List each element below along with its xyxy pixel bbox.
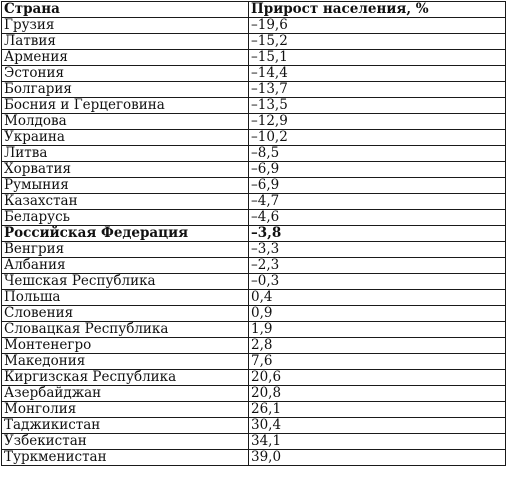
- growth-cell: –4,7: [248, 193, 506, 210]
- country-cell: Болгария: [1, 81, 249, 98]
- country-cell: Латвия: [1, 33, 249, 50]
- country-cell: Киргизская Республика: [1, 369, 249, 386]
- table-row: Венгрия –3,3: [1, 241, 506, 258]
- country-cell: Таджикистан: [1, 417, 249, 434]
- table-row: Болгария –13,7: [1, 81, 506, 98]
- table-row: Словения 0,9: [1, 305, 506, 322]
- country-cell: Хорватия: [1, 161, 249, 178]
- growth-cell: 1,9: [248, 321, 506, 338]
- country-cell: Казахстан: [1, 193, 249, 210]
- table-row: Хорватия –6,9: [1, 161, 506, 178]
- country-cell: Босния и Герцеговина: [1, 97, 249, 114]
- table-row: Эстония –14,4: [1, 65, 506, 82]
- table-row: Польша 0,4: [1, 289, 506, 306]
- table-row: Грузия –19,6: [1, 17, 506, 34]
- growth-cell: –4,6: [248, 209, 506, 226]
- table-row: Таджикистан 30,4: [1, 417, 506, 434]
- table-row: Босния и Герцеговина –13,5: [1, 97, 506, 114]
- table-row: Туркменистан 39,0: [1, 449, 506, 466]
- country-cell: Монголия: [1, 401, 249, 418]
- table-row: Киргизская Республика 20,6: [1, 369, 506, 386]
- table-row: Албания –2,3: [1, 257, 506, 274]
- country-cell: Армения: [1, 49, 249, 66]
- country-cell: Литва: [1, 145, 249, 162]
- growth-cell: 20,8: [248, 385, 506, 402]
- growth-cell: –3,8: [248, 225, 506, 242]
- growth-cell: –3,3: [248, 241, 506, 258]
- country-cell: Туркменистан: [1, 449, 249, 466]
- growth-cell: –13,5: [248, 97, 506, 114]
- growth-cell: 0,4: [248, 289, 506, 306]
- table-row: Молдова –12,9: [1, 113, 506, 130]
- growth-cell: –0,3: [248, 273, 506, 290]
- country-cell: Словения: [1, 305, 249, 322]
- country-cell: Российская Федерация: [1, 225, 249, 242]
- table-row: Российская Федерация –3,8: [1, 225, 506, 242]
- growth-cell: 30,4: [248, 417, 506, 434]
- table-body: Грузия –19,6 Латвия –15,2 Армения –15,1 Эстони…: [1, 17, 506, 466]
- country-cell: Грузия: [1, 17, 249, 34]
- growth-cell: –15,2: [248, 33, 506, 50]
- growth-cell: –8,5: [248, 145, 506, 162]
- table-row: Литва –8,5: [1, 145, 506, 162]
- country-cell: Македония: [1, 353, 249, 370]
- table-row: Украина –10,2: [1, 129, 506, 146]
- growth-cell: –6,9: [248, 161, 506, 178]
- growth-cell: –12,9: [248, 113, 506, 130]
- country-cell: Чешская Республика: [1, 273, 249, 290]
- growth-cell: –15,1: [248, 49, 506, 66]
- country-cell: Украина: [1, 129, 249, 146]
- growth-cell: –10,2: [248, 129, 506, 146]
- country-cell: Монтенегро: [1, 337, 249, 354]
- table-row: Словацкая Республика 1,9: [1, 321, 506, 338]
- table-row: Чешская Республика –0,3: [1, 273, 506, 290]
- country-cell: Молдова: [1, 113, 249, 130]
- header-country: Страна: [1, 1, 249, 18]
- table-row: Узбекистан 34,1: [1, 433, 506, 450]
- growth-cell: 39,0: [248, 449, 506, 466]
- table-row: Монтенегро 2,8: [1, 337, 506, 354]
- growth-cell: 0,9: [248, 305, 506, 322]
- table-row: Беларусь –4,6: [1, 209, 506, 226]
- growth-cell: –13,7: [248, 81, 506, 98]
- growth-cell: –19,6: [248, 17, 506, 34]
- population-growth-table: Страна Прирост населения, % Грузия –19,6 Л…: [1, 1, 506, 466]
- country-cell: Беларусь: [1, 209, 249, 226]
- growth-cell: 34,1: [248, 433, 506, 450]
- growth-cell: 7,6: [248, 353, 506, 370]
- table-row: Латвия –15,2: [1, 33, 506, 50]
- header-growth: Прирост населения, %: [248, 1, 506, 18]
- growth-cell: –2,3: [248, 257, 506, 274]
- country-cell: Азербайджан: [1, 385, 249, 402]
- country-cell: Румыния: [1, 177, 249, 194]
- country-cell: Узбекистан: [1, 433, 249, 450]
- country-cell: Словацкая Республика: [1, 321, 249, 338]
- country-cell: Албания: [1, 257, 249, 274]
- table-row: Азербайджан 20,8: [1, 385, 506, 402]
- growth-cell: 20,6: [248, 369, 506, 386]
- country-cell: Эстония: [1, 65, 249, 82]
- growth-cell: –14,4: [248, 65, 506, 82]
- table-row: Румыния –6,9: [1, 177, 506, 194]
- growth-cell: 2,8: [248, 337, 506, 354]
- table-row: Македония 7,6: [1, 353, 506, 370]
- table-header-row: Страна Прирост населения, %: [1, 1, 506, 18]
- table-row: Монголия 26,1: [1, 401, 506, 418]
- growth-cell: 26,1: [248, 401, 506, 418]
- table-row: Армения –15,1: [1, 49, 506, 66]
- country-cell: Венгрия: [1, 241, 249, 258]
- growth-cell: –6,9: [248, 177, 506, 194]
- table-row: Казахстан –4,7: [1, 193, 506, 210]
- country-cell: Польша: [1, 289, 249, 306]
